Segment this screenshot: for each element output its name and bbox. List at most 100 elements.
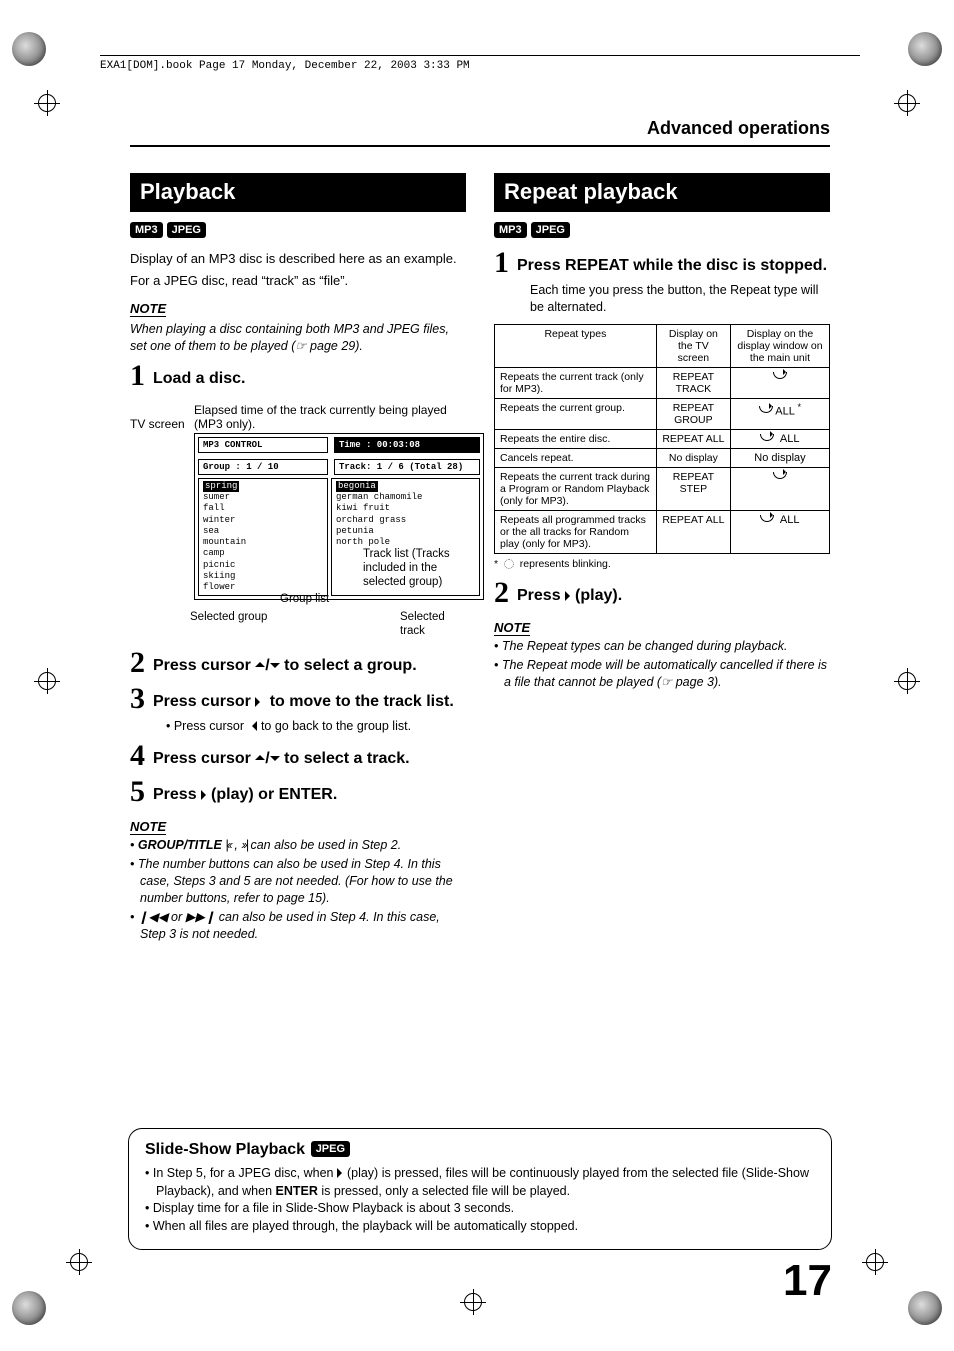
playback-note-item: • GROUP/TITLE |‹‹ , ››| GROUP/TITLE ‹‹ ,… (130, 837, 466, 854)
repeat-heading: Repeat playback (494, 173, 830, 212)
repeat-footnote: * represents blinking. (494, 558, 830, 570)
corner-ornament (12, 32, 46, 66)
group-item: camp (203, 548, 225, 558)
step-4-number: 4 (130, 741, 145, 771)
track-counter: Track: 1 / 6 (Total 28) (334, 459, 480, 475)
registration-mark (894, 668, 920, 694)
playback-intro-2: For a JPEG disc, read “track” as “file”. (130, 272, 466, 290)
table-cell: ALL (730, 429, 829, 448)
table-cell: Cancels repeat. (495, 448, 657, 467)
repeat-note-item: • The Repeat types can be changed during… (494, 638, 830, 655)
group-item: mountain (203, 537, 246, 547)
right-column: Repeat playback MP3 JPEG 1 Press REPEAT … (494, 173, 830, 944)
track-item: german chamomile (336, 492, 422, 502)
table-cell: Repeats the current track (only for MP3)… (495, 367, 657, 398)
playback-notes-list: • GROUP/TITLE |‹‹ , ››| GROUP/TITLE ‹‹ ,… (130, 837, 466, 942)
group-item: sea (203, 526, 219, 536)
repeat-types-table: Repeat types Display on the TV screen Di… (494, 324, 830, 554)
playback-intro-1: Display of an MP3 disc is described here… (130, 250, 466, 268)
badge-jpeg: JPEG (531, 222, 570, 238)
group-item: skiing (203, 571, 235, 581)
table-cell: Repeats the entire disc. (495, 429, 657, 448)
group-item: picnic (203, 560, 235, 570)
track-item-selected: begonia (336, 481, 378, 492)
repeat-notes-list: • The Repeat types can be changed during… (494, 638, 830, 691)
playback-note-item: • The number buttons can also be used in… (130, 856, 466, 907)
table-cell: Repeats all programmed tracks or the all… (495, 510, 657, 553)
track-item: north pole (336, 537, 390, 547)
mp3-control-screen: MP3 CONTROL Time : 00:03:08 Group : 1 / … (194, 433, 484, 601)
corner-ornament (908, 32, 942, 66)
group-item: sumer (203, 492, 230, 502)
slideshow-box: Slide-Show Playback JPEG • In Step 5, fo… (128, 1128, 832, 1250)
badge-mp3: MP3 (494, 222, 527, 238)
group-list-annotation: Group list (280, 593, 329, 607)
group-counter: Group : 1 / 10 (198, 459, 328, 475)
table-header: Display on the TV screen (656, 324, 730, 367)
corner-ornament (12, 1291, 46, 1325)
tv-screen-label: TV screen (130, 417, 188, 431)
table-cell (730, 367, 829, 398)
note-heading-3: NOTE (494, 620, 530, 636)
group-item: winter (203, 515, 235, 525)
repeat-step-1-number: 1 (494, 248, 509, 278)
step-3-number: 3 (130, 684, 145, 714)
group-list: spring sumer fall winter sea mountain ca… (198, 478, 328, 597)
repeat-note-item: • The Repeat mode will be automatically … (494, 657, 830, 691)
registration-mark (34, 90, 60, 116)
registration-mark (34, 668, 60, 694)
page-number: 17 (783, 1256, 832, 1306)
step-2-text: Press cursor / to select a group. (153, 650, 417, 676)
badge-mp3: MP3 (130, 222, 163, 238)
table-cell: REPEAT STEP (656, 467, 730, 510)
track-item: petunia (336, 526, 374, 536)
note-heading-2: NOTE (130, 819, 166, 835)
table-header: Repeat types (495, 324, 657, 367)
registration-mark (66, 1249, 92, 1275)
elapsed-time-label: Elapsed time of the track currently bein… (194, 403, 466, 431)
playback-note-item: • ❙◀◀ or ▶▶❙ can also be used in Step 4.… (130, 909, 466, 943)
repeat-step-2-text: Press (play). (517, 580, 622, 606)
repeat-step-1-text: Press REPEAT while the disc is stopped. (517, 250, 827, 276)
track-item: kiwi fruit (336, 503, 390, 513)
repeat-step-1-sub: Each time you press the button, the Repe… (530, 282, 830, 316)
group-item-selected: spring (203, 481, 239, 492)
slideshow-item: • When all files are played through, the… (145, 1218, 815, 1236)
step-5-number: 5 (130, 777, 145, 807)
table-cell: No display (656, 448, 730, 467)
badge-jpeg: JPEG (311, 1141, 350, 1157)
table-cell: REPEAT ALL (656, 510, 730, 553)
table-cell: Repeats the current track during a Progr… (495, 467, 657, 510)
page-meta-line: EXA1[DOM].book Page 17 Monday, December … (100, 55, 860, 72)
left-column: Playback MP3 JPEG Display of an MP3 disc… (130, 173, 466, 944)
table-cell: Repeats the current group. (495, 398, 657, 429)
slideshow-item: • In Step 5, for a JPEG disc, when (play… (145, 1165, 815, 1200)
registration-mark (894, 90, 920, 116)
table-cell: REPEAT ALL (656, 429, 730, 448)
playback-heading: Playback (130, 173, 466, 212)
step-3-text: Press cursor to move to the track list. (153, 686, 454, 712)
mp3-control-title: MP3 CONTROL (198, 437, 328, 453)
selected-group-annotation: Selected group (190, 611, 267, 625)
step-2-number: 2 (130, 648, 145, 678)
note-heading: NOTE (130, 301, 166, 317)
track-list-annotation: Track list (Tracks included in the selec… (363, 548, 473, 589)
registration-mark (862, 1249, 888, 1275)
registration-mark (460, 1289, 486, 1315)
table-cell (730, 467, 829, 510)
mp3-time-display: Time : 00:03:08 (334, 437, 480, 453)
step-1-number: 1 (130, 361, 145, 391)
step-3-sub: • Press cursor to go back to the group l… (166, 718, 466, 735)
step-5-text: Press (play) or ENTER. (153, 779, 337, 805)
table-header: Display on the display window on the mai… (730, 324, 829, 367)
step-4-text: Press cursor / to select a track. (153, 743, 410, 769)
group-item: fall (203, 503, 225, 513)
blinking-icon (504, 559, 514, 569)
slideshow-title: Slide-Show Playback (145, 1141, 305, 1158)
table-cell: No display (730, 448, 829, 467)
table-cell: REPEAT GROUP (656, 398, 730, 429)
slideshow-item: • Display time for a file in Slide-Show … (145, 1200, 815, 1218)
track-item: orchard grass (336, 515, 406, 525)
badge-jpeg: JPEG (167, 222, 206, 238)
track-list: begonia german chamomile kiwi fruit orch… (331, 478, 480, 597)
